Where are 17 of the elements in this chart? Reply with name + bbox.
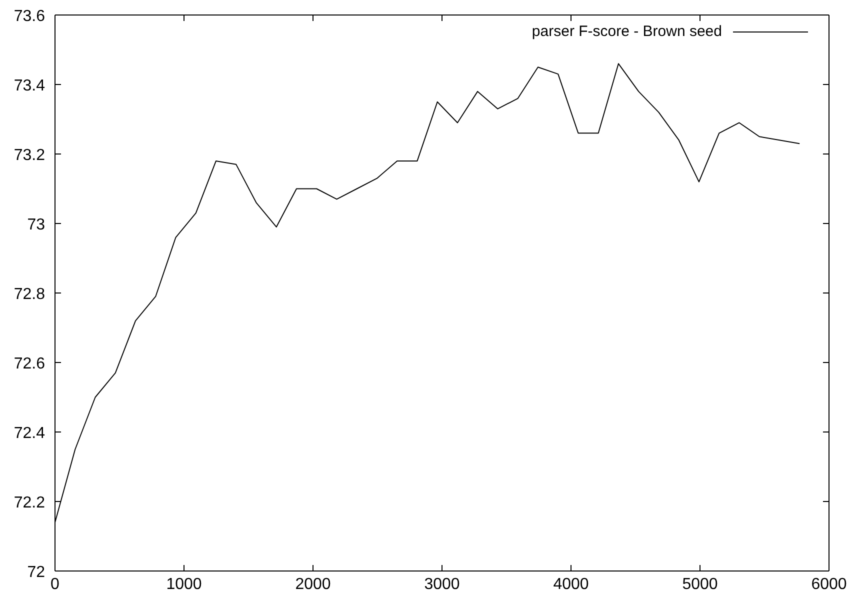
- y-tick-label: 72.8: [14, 286, 46, 303]
- x-tick-label: 4000: [553, 576, 589, 593]
- x-tick-label: 5000: [682, 576, 718, 593]
- legend-label: parser F-score - Brown seed: [532, 23, 722, 41]
- x-tick-label: 3000: [424, 576, 460, 593]
- y-tick-label: 72.2: [14, 494, 46, 512]
- x-tick-label: 6000: [811, 576, 847, 593]
- x-tick-label: 1000: [166, 576, 202, 593]
- y-tick-label: 72.6: [14, 356, 46, 372]
- x-tick-label: 0: [50, 576, 60, 593]
- y-tick-label: 73.6: [14, 8, 46, 25]
- y-tick-label: 72.4: [14, 425, 46, 442]
- y-tick-label: 73: [27, 216, 46, 234]
- y-tick-label: 73.4: [14, 78, 46, 94]
- x-tick-label: 2000: [295, 576, 331, 593]
- y-tick-label: 73.2: [14, 147, 46, 164]
- y-tick-label: 72: [27, 564, 46, 581]
